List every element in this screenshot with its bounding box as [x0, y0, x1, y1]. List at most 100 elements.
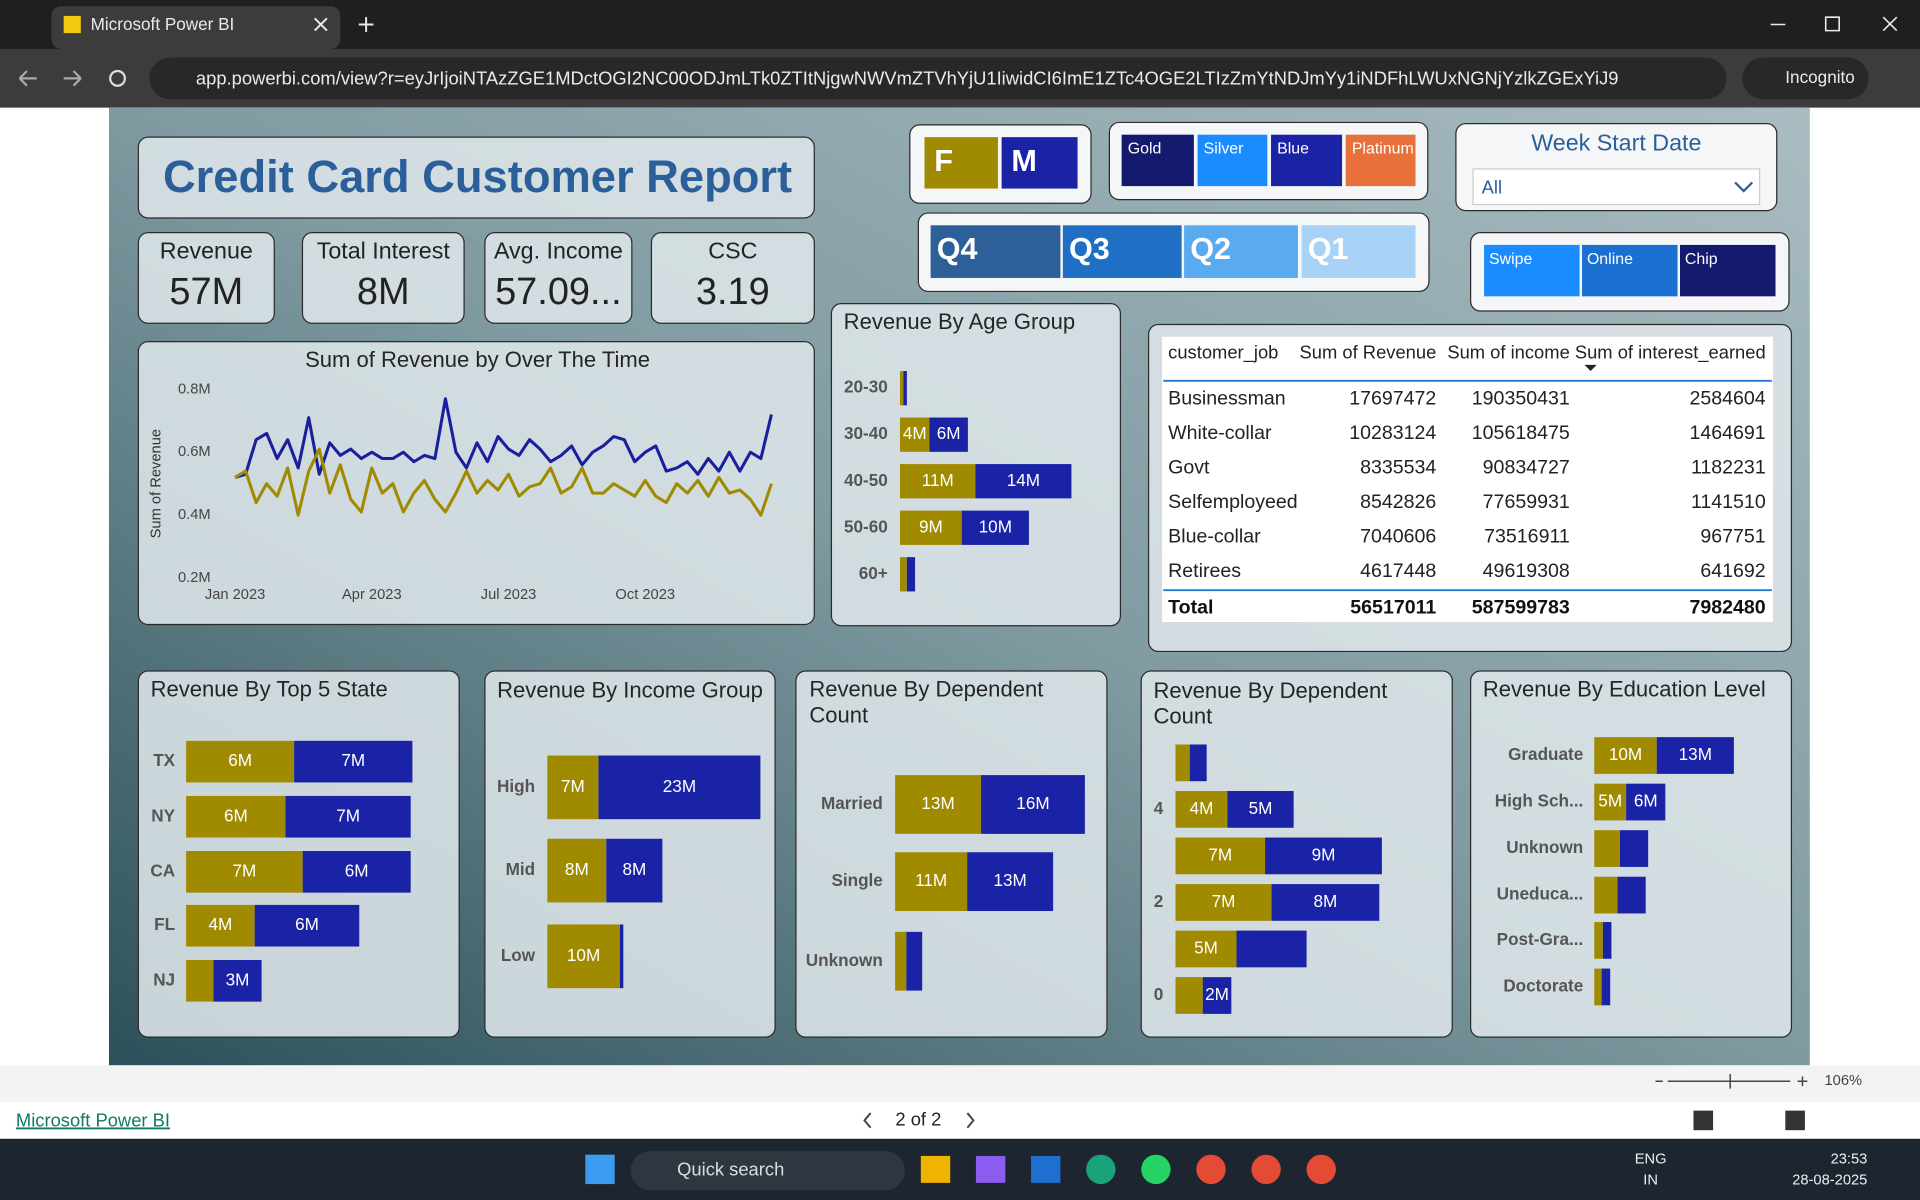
bar-segment	[1617, 876, 1646, 914]
share-icons[interactable]	[1693, 1110, 1714, 1131]
app[interactable]	[1306, 1154, 1336, 1185]
zoom-slider[interactable]	[1655, 1073, 1808, 1089]
slicer-button[interactable]	[1484, 244, 1580, 297]
slicer-button[interactable]	[1062, 225, 1182, 278]
app[interactable]	[1251, 1154, 1281, 1185]
bar-segment	[906, 931, 923, 991]
bar-segment	[606, 838, 663, 903]
slicer-button[interactable]	[1680, 244, 1776, 297]
bar-segment	[1202, 977, 1232, 1014]
app[interactable]	[1031, 1155, 1061, 1183]
share-icons[interactable]	[1785, 1110, 1805, 1131]
footer	[0, 1102, 1920, 1139]
column-header: customer_job	[1168, 342, 1278, 364]
line-panel	[137, 341, 815, 626]
category-label: 50-60	[844, 516, 888, 536]
chevron	[1734, 181, 1754, 193]
bar-segment	[619, 924, 624, 989]
reload[interactable]	[109, 69, 126, 87]
slicer-button[interactable]	[1001, 137, 1078, 189]
data-label: 3M	[226, 969, 250, 989]
category-label: 60+	[859, 563, 888, 583]
table-cell: 2584604	[1689, 387, 1765, 409]
title-box	[137, 136, 815, 219]
start-button[interactable]	[585, 1154, 615, 1185]
bar-segment	[906, 557, 916, 592]
data-label: 5M	[1598, 791, 1622, 811]
page-nav[interactable]	[863, 1112, 975, 1129]
bar-segment	[900, 464, 976, 499]
category-label: Low	[501, 945, 536, 965]
footer-link[interactable]: Microsoft Power BI	[16, 1109, 170, 1130]
column-header: Sum of Revenue	[1300, 342, 1437, 363]
kpi-card	[484, 232, 633, 324]
slicer-button[interactable]	[924, 137, 998, 189]
search-box[interactable]	[630, 1151, 905, 1191]
tab-controls[interactable]	[314, 17, 374, 32]
category-label: High	[497, 776, 535, 796]
app[interactable]	[920, 1155, 951, 1183]
bar-segment	[1594, 830, 1620, 867]
category-label: Graduate	[1508, 744, 1583, 764]
y-axis-label: Sum of Revenue	[149, 429, 165, 538]
table-cell: 7040606	[1360, 525, 1436, 547]
search-text: Quick search	[677, 1158, 784, 1179]
bar-segment	[1236, 930, 1307, 968]
table-cell: Retirees	[1168, 560, 1241, 582]
bar-segment	[186, 740, 295, 783]
app[interactable]	[975, 1155, 1006, 1183]
data-label: 14M	[1007, 470, 1040, 490]
week-value: All	[1482, 176, 1502, 197]
bar-segment	[285, 795, 411, 838]
slicer-button[interactable]	[1197, 134, 1268, 187]
data-label: 9M	[1312, 844, 1336, 864]
slicer-button[interactable]	[1184, 225, 1298, 278]
bar-segment	[895, 931, 907, 991]
bar-segment	[967, 852, 1054, 912]
bar-segment	[1601, 968, 1611, 1006]
kpi-card	[650, 232, 815, 324]
slicer-button[interactable]	[930, 225, 1061, 278]
slicer-button[interactable]	[1582, 244, 1678, 297]
app[interactable]	[1086, 1154, 1116, 1185]
category-label: NJ	[153, 969, 175, 989]
total-cell: 7982480	[1689, 597, 1765, 619]
data-label: 5M	[1249, 798, 1273, 818]
title-text-line: Count	[1153, 703, 1212, 728]
total-cell: Total	[1168, 597, 1213, 619]
bar-segment	[1271, 884, 1380, 921]
bar-segment	[547, 924, 620, 989]
slicer-button[interactable]	[1345, 134, 1416, 187]
slicer-label: M	[1011, 144, 1037, 178]
data-label: 7M	[233, 860, 257, 880]
slicer-label: Swipe	[1489, 251, 1532, 268]
incognito-badge[interactable]	[1742, 57, 1869, 100]
incognito-label: Incognito	[1785, 67, 1855, 87]
category-label: FL	[154, 914, 175, 934]
bar-segment	[1626, 783, 1666, 821]
data-label: 10M	[1609, 744, 1642, 764]
table-cell: 4617448	[1360, 560, 1436, 582]
column-header: Sum of income	[1447, 342, 1569, 363]
title-text-line: Count	[809, 702, 868, 727]
app[interactable]	[1141, 1154, 1171, 1185]
app[interactable]	[1196, 1154, 1226, 1185]
data-label: 4M	[209, 914, 233, 934]
data-label: 6M	[228, 750, 252, 770]
bar-segment	[900, 557, 907, 592]
slicer-button[interactable]	[1271, 134, 1343, 187]
slicer-button[interactable]	[1301, 225, 1416, 278]
window-controls[interactable]	[1770, 16, 1898, 32]
slicer-label: Q4	[937, 232, 978, 266]
x-tick-label: Apr 2023	[342, 587, 402, 603]
tab[interactable]	[51, 6, 341, 49]
y-tick-label: 0.8M	[178, 381, 211, 397]
slicer-button[interactable]	[1121, 134, 1194, 187]
nav-buttons[interactable]	[18, 70, 82, 87]
address-field[interactable]	[149, 57, 1727, 100]
bar-segment	[1227, 791, 1294, 828]
week-dropdown[interactable]	[1472, 168, 1761, 206]
data-label: 11M	[915, 870, 947, 890]
category-label: Married	[821, 793, 883, 813]
